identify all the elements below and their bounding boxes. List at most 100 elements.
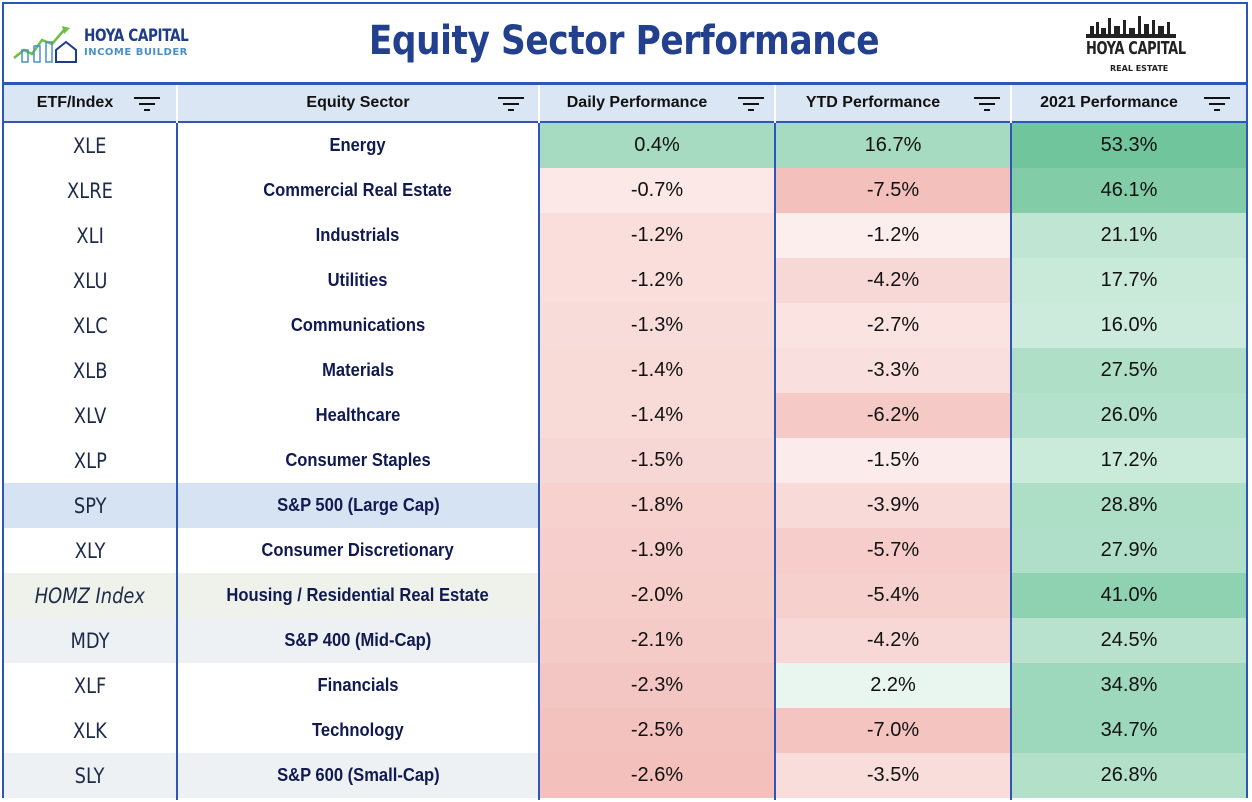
column-label-2021: 2021 Performance bbox=[1040, 94, 1178, 111]
etf-cell: XLRE bbox=[4, 168, 176, 213]
etf-cell-text: SLY bbox=[75, 763, 105, 788]
y2021-cell-text: 26.0% bbox=[1100, 404, 1158, 426]
ytd-cell-text: -7.5% bbox=[866, 179, 920, 201]
ytd-cell: -1.5% bbox=[776, 438, 1010, 483]
daily-cell-text: -2.3% bbox=[630, 674, 684, 696]
sector-cell: S&P 400 (Mid-Cap) bbox=[178, 618, 538, 663]
y2021-cell-text: 28.8% bbox=[1100, 494, 1158, 516]
daily-cell: -1.2% bbox=[540, 258, 774, 303]
etf-cell-text: XLI bbox=[76, 223, 104, 248]
column-label-sector: Equity Sector bbox=[306, 94, 410, 111]
sector-cell-text: Healthcare bbox=[315, 405, 401, 425]
y2021-cell-text: 17.7% bbox=[1100, 269, 1158, 291]
sector-cell-text: S&P 400 (Mid-Cap) bbox=[284, 630, 432, 650]
sector-cell: Consumer Discretionary bbox=[178, 528, 538, 573]
sector-cell-text: Industrials bbox=[316, 225, 400, 245]
table-row: XLE Energy 0.4% 16.7% 53.3% bbox=[4, 123, 1246, 168]
logo-right-line1: HOYA CAPITAL bbox=[1086, 38, 1186, 59]
daily-cell-text: -1.8% bbox=[630, 494, 684, 516]
daily-cell-text: -1.3% bbox=[630, 314, 684, 336]
y2021-cell: 28.8% bbox=[1012, 483, 1246, 528]
table-row: XLI Industrials -1.2% -1.2% 21.1% bbox=[4, 213, 1246, 258]
etf-cell-text: XLV bbox=[73, 403, 107, 428]
etf-cell: XLV bbox=[4, 393, 176, 438]
table-row: XLK Technology -2.5% -7.0% 34.7% bbox=[4, 708, 1246, 753]
filter-icon[interactable] bbox=[132, 95, 162, 113]
ytd-cell-text: 16.7% bbox=[864, 134, 922, 156]
ytd-cell: 2.2% bbox=[776, 663, 1010, 708]
daily-cell: -1.2% bbox=[540, 213, 774, 258]
daily-cell-text: -2.1% bbox=[630, 629, 684, 651]
etf-cell-text: XLU bbox=[72, 268, 108, 293]
column-header-daily[interactable]: Daily Performance bbox=[540, 85, 774, 123]
daily-cell: -0.7% bbox=[540, 168, 774, 213]
sector-cell: Housing / Residential Real Estate bbox=[178, 573, 538, 618]
y2021-cell-text: 46.1% bbox=[1100, 179, 1158, 201]
column-header-2021[interactable]: 2021 Performance bbox=[1012, 85, 1246, 123]
y2021-cell: 17.7% bbox=[1012, 258, 1246, 303]
daily-cell-text: 0.4% bbox=[634, 134, 680, 156]
daily-cell: -2.0% bbox=[540, 573, 774, 618]
sector-cell-text: Technology bbox=[312, 720, 404, 740]
y2021-cell: 53.3% bbox=[1012, 123, 1246, 168]
etf-cell-text: XLE bbox=[73, 133, 107, 158]
y2021-cell: 34.8% bbox=[1012, 663, 1246, 708]
daily-cell-text: -2.0% bbox=[630, 584, 684, 606]
etf-cell-text: XLP bbox=[73, 448, 107, 473]
filter-icon[interactable] bbox=[1202, 95, 1232, 113]
table-row: HOMZ Index Housing / Residential Real Est… bbox=[4, 573, 1246, 618]
sector-cell: Healthcare bbox=[178, 393, 538, 438]
etf-cell: HOMZ Index bbox=[4, 573, 176, 618]
etf-cell: XLB bbox=[4, 348, 176, 393]
etf-cell: XLC bbox=[4, 303, 176, 348]
y2021-cell: 46.1% bbox=[1012, 168, 1246, 213]
table-row: SPY S&P 500 (Large Cap) -1.8% -3.9% 28.8% bbox=[4, 483, 1246, 528]
y2021-cell: 41.0% bbox=[1012, 573, 1246, 618]
column-divider bbox=[1010, 123, 1012, 800]
sector-cell: Financials bbox=[178, 663, 538, 708]
ytd-cell: -1.2% bbox=[776, 213, 1010, 258]
sector-cell-text: Energy bbox=[329, 135, 387, 155]
filter-icon[interactable] bbox=[972, 95, 1002, 113]
column-divider bbox=[176, 123, 178, 800]
daily-cell-text: -2.6% bbox=[630, 764, 684, 786]
column-header-ytd[interactable]: YTD Performance bbox=[776, 85, 1010, 123]
daily-cell-text: -1.9% bbox=[630, 539, 684, 561]
etf-cell: XLE bbox=[4, 123, 176, 168]
column-header-sector[interactable]: Equity Sector bbox=[178, 85, 538, 123]
column-header-etf[interactable]: ETF/Index bbox=[4, 85, 176, 123]
ytd-cell: -5.4% bbox=[776, 573, 1010, 618]
y2021-cell-text: 34.7% bbox=[1100, 719, 1158, 741]
ytd-cell-text: -3.3% bbox=[866, 359, 920, 381]
ytd-cell-text: -3.5% bbox=[866, 764, 920, 786]
etf-cell-text: MDY bbox=[70, 628, 110, 653]
ytd-cell-text: -4.2% bbox=[866, 269, 920, 291]
sector-cell-text: S&P 600 (Small-Cap) bbox=[276, 765, 440, 785]
column-label-ytd: YTD Performance bbox=[805, 94, 941, 111]
y2021-cell-text: 34.8% bbox=[1100, 674, 1158, 696]
ytd-cell: -2.7% bbox=[776, 303, 1010, 348]
sector-cell: Consumer Staples bbox=[178, 438, 538, 483]
sector-cell-text: Financials bbox=[317, 675, 399, 695]
etf-cell-text: XLF bbox=[73, 673, 107, 698]
etf-cell-text: HOMZ Index bbox=[34, 583, 146, 608]
table-row: MDY S&P 400 (Mid-Cap) -2.1% -4.2% 24.5% bbox=[4, 618, 1246, 663]
sector-cell-text: Commercial Real Estate bbox=[263, 180, 453, 200]
ytd-cell: -6.2% bbox=[776, 393, 1010, 438]
daily-cell-text: -1.4% bbox=[630, 359, 684, 381]
filter-icon[interactable] bbox=[496, 95, 526, 113]
filter-icon[interactable] bbox=[736, 95, 766, 113]
sector-cell: Energy bbox=[178, 123, 538, 168]
ytd-cell: -4.2% bbox=[776, 618, 1010, 663]
daily-cell: -2.3% bbox=[540, 663, 774, 708]
etf-cell: SPY bbox=[4, 483, 176, 528]
table-row: XLU Utilities -1.2% -4.2% 17.7% bbox=[4, 258, 1246, 303]
table-header: HOYA CAPITAL INCOME BUILDER Equity Secto… bbox=[4, 4, 1246, 85]
table-row: XLC Communications -1.3% -2.7% 16.0% bbox=[4, 303, 1246, 348]
sector-cell: Commercial Real Estate bbox=[178, 168, 538, 213]
daily-cell-text: -1.2% bbox=[630, 224, 684, 246]
y2021-cell: 24.5% bbox=[1012, 618, 1246, 663]
ytd-cell-text: -4.2% bbox=[866, 629, 920, 651]
y2021-cell-text: 24.5% bbox=[1100, 629, 1158, 651]
